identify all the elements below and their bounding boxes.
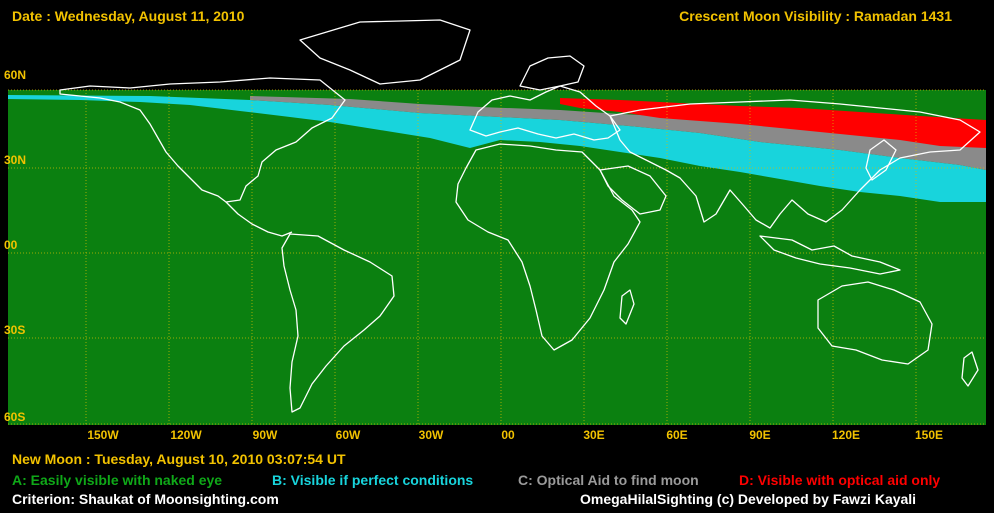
central-america-outline [225,201,293,237]
zone-d-band [560,98,986,148]
map-grid [8,89,986,425]
new-zealand-outline [961,351,979,387]
lat-label-equator: 00 [4,238,18,252]
lat-label-60n: 60N [4,68,27,82]
greenland-outline [299,19,471,85]
map-title: Crescent Moon Visibility : Ramadan 1431 [679,8,952,24]
credit-label: OmegaHilalSighting (c) Developed by Fawz… [580,491,917,507]
legend-zone-d: D: Visible with optical aid only [739,472,941,488]
arabia-outline [599,165,667,215]
lon-label-90w: 90W [252,428,278,442]
lon-label-30w: 30W [418,428,444,442]
legend-zone-c: C: Optical Aid to find moon [518,472,699,488]
criterion-label: Criterion: Shaukat of Moonsighting.com [12,491,279,507]
zone-b-band [8,95,986,202]
legend-zone-a: A: Easily visible with naked eye [12,472,223,488]
lon-label-90e: 90E [749,428,771,442]
australia-outline [817,281,933,365]
lat-label-30n: 30N [4,153,27,167]
scandinavia-outline [519,55,585,91]
lon-label-150e: 150E [914,428,944,442]
lon-label-60e: 60E [666,428,688,442]
lon-label-30e: 30E [583,428,605,442]
legend-zone-b: B: Visible if perfect conditions [272,472,474,488]
date-label: Date : Wednesday, August 11, 2010 [12,8,245,24]
north-america-outline [59,77,346,203]
lon-label-00: 00 [501,428,515,442]
africa-outline [455,143,641,351]
south-america-outline [281,233,395,413]
asia-outline [609,99,981,229]
madagascar-outline [619,289,635,325]
lat-label-30s: 30S [4,323,26,337]
lon-label-120e: 120E [831,428,861,442]
japan-outline [865,139,897,181]
new-moon-label: New Moon : Tuesday, August 10, 2010 03:0… [12,451,346,467]
lon-label-150w: 150W [87,428,119,442]
coastlines [59,19,981,413]
europe-outline [469,85,621,141]
indonesia-outline [759,235,901,275]
lon-label-60w: 60W [335,428,361,442]
lat-label-60s: 60S [4,410,26,424]
lon-label-120w: 120W [170,428,202,442]
